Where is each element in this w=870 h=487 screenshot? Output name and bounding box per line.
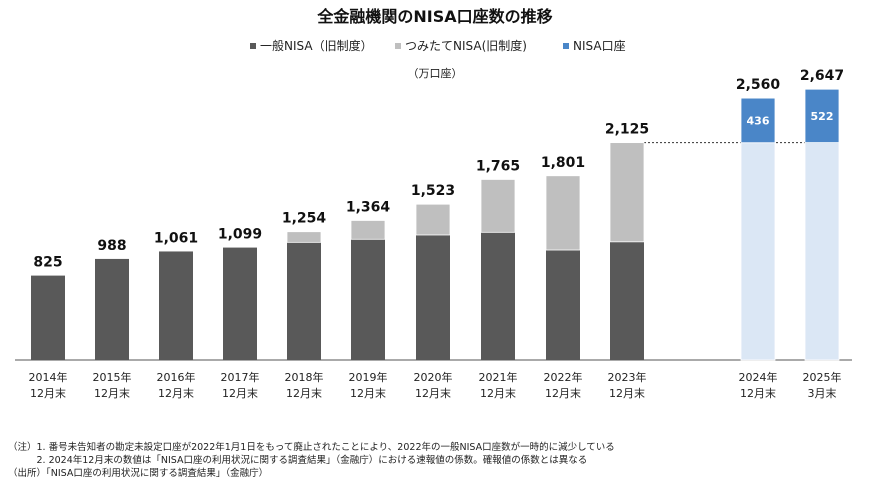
total-label-2: 1,061 xyxy=(154,230,198,246)
bar-segment-3-10 xyxy=(740,97,776,144)
footnotes: （注）1. 番号未告知者の勘定未設定口座が2022年1月1日をもって廃止されたこ… xyxy=(8,441,615,480)
x-tick-month-8: 12月末 xyxy=(545,386,581,400)
total-label-9: 2,125 xyxy=(605,122,649,138)
total-label-5: 1,364 xyxy=(346,199,391,215)
bar-segment-0-3 xyxy=(223,247,257,360)
bar-segment-1-7 xyxy=(480,179,516,233)
bar-segment-1-4 xyxy=(286,231,322,243)
x-tick-year-3: 2017年 xyxy=(221,370,260,384)
x-tick-year-9: 2023年 xyxy=(608,370,647,384)
total-label-3: 1,099 xyxy=(218,227,262,243)
x-tick-month-6: 12月末 xyxy=(415,386,451,400)
bar-segment-0-1 xyxy=(95,258,129,360)
x-tick-year-8: 2022年 xyxy=(544,370,583,384)
chart-title: 全金融機関のNISA口座数の推移 xyxy=(316,7,552,26)
note-2: 2. 2024年12月末の数値は「NISA口座の利用状況に関する調査結果」（金融… xyxy=(8,455,588,466)
bar-segment-0-9 xyxy=(610,241,644,360)
legend-label-0: 一般NISA（旧制度） xyxy=(260,38,373,53)
x-tick-month-0: 12月末 xyxy=(30,386,66,400)
total-label-8: 1,801 xyxy=(541,155,585,171)
legend-swatch-1 xyxy=(395,43,401,49)
total-label-7: 1,765 xyxy=(476,158,520,174)
x-tick-year-7: 2021年 xyxy=(479,370,518,384)
bar-segment-1-8 xyxy=(545,175,581,251)
total-label-11: 2,647 xyxy=(800,68,844,84)
bar-segment-0-8 xyxy=(546,250,580,360)
legend-label-2: NISA口座 xyxy=(573,38,626,53)
total-label-1: 988 xyxy=(97,238,126,254)
total-label-4: 1,254 xyxy=(282,211,327,227)
source-note: （出所）「NISA口座の利用状況に関する調査結果」（金融庁） xyxy=(8,468,269,479)
x-tick-month-1: 12月末 xyxy=(94,386,130,400)
bar-segment-1-5 xyxy=(350,220,386,240)
bar-segment-0-5 xyxy=(351,239,385,360)
x-tick-year-2: 2016年 xyxy=(157,370,196,384)
bar-segment-2-11 xyxy=(804,142,840,361)
x-tick-month-10: 12月末 xyxy=(740,386,776,400)
x-tick-year-0: 2014年 xyxy=(29,370,68,384)
x-tick-year-4: 2018年 xyxy=(285,370,324,384)
new-nisa-label-10: 436 xyxy=(747,114,770,127)
total-label-10: 2,560 xyxy=(736,77,781,93)
x-tick-month-9: 12月末 xyxy=(609,386,645,400)
legend-label-1: つみたてNISA(旧制度) xyxy=(405,38,527,53)
x-tick-month-11: 3月末 xyxy=(808,386,837,400)
x-tick-month-5: 12月末 xyxy=(350,386,386,400)
legend-swatch-0 xyxy=(250,43,256,49)
bar-segment-1-9 xyxy=(609,142,645,243)
stacked-bar-chart: 全金融機関のNISA口座数の推移 一般NISA（旧制度） つみたてNISA(旧制度… xyxy=(15,7,852,400)
x-tick-year-1: 2015年 xyxy=(93,370,132,384)
new-nisa-label-11: 522 xyxy=(811,110,834,123)
x-tick-year-6: 2020年 xyxy=(414,370,453,384)
x-tick-month-2: 12月末 xyxy=(158,386,194,400)
x-tick-year-10: 2024年 xyxy=(739,370,778,384)
total-label-0: 825 xyxy=(33,255,62,271)
x-tick-year-5: 2019年 xyxy=(349,370,388,384)
note-1: （注）1. 番号未告知者の勘定未設定口座が2022年1月1日をもって廃止されたこ… xyxy=(8,442,615,453)
bar-segment-0-2 xyxy=(159,251,193,360)
x-tick-month-3: 12月末 xyxy=(222,386,258,400)
total-label-6: 1,523 xyxy=(411,183,455,199)
x-tick-month-4: 12月末 xyxy=(286,386,322,400)
bar-segment-1-6 xyxy=(415,203,451,236)
bar-segment-0-4 xyxy=(287,242,321,360)
bar-segment-2-10 xyxy=(740,142,776,361)
legend: 一般NISA（旧制度） つみたてNISA(旧制度) NISA口座 xyxy=(250,38,626,53)
unit-label: （万口座） xyxy=(408,66,463,80)
x-tick-year-11: 2025年 xyxy=(803,370,842,384)
legend-swatch-2 xyxy=(563,43,569,49)
bar-segment-0-7 xyxy=(481,232,515,360)
bar-segment-0-0 xyxy=(31,275,65,360)
x-tick-month-7: 12月末 xyxy=(480,386,516,400)
bar-segment-3-11 xyxy=(804,88,840,144)
bar-segment-0-6 xyxy=(416,234,450,360)
